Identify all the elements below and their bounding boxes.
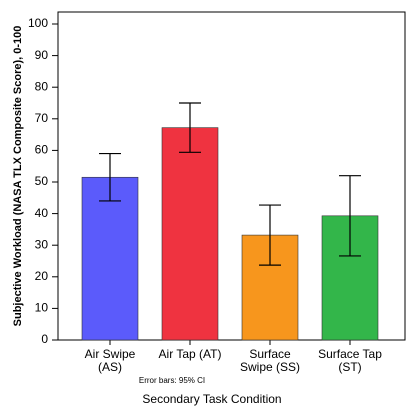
y-tick-label: 90: [35, 48, 49, 62]
x-tick-label: Surface Tap: [318, 347, 382, 361]
x-tick-label: Air Tap (AT): [159, 347, 222, 361]
bar: [81, 176, 139, 341]
error-bar: [179, 102, 201, 153]
x-tick-label: Air Swipe: [85, 347, 136, 361]
y-tick-label: 40: [35, 206, 49, 220]
y-tick-label: 70: [35, 111, 49, 125]
x-tick-label: (ST): [338, 360, 361, 374]
y-axis-label: Subjective Workload (NASA TLX Composite …: [12, 26, 24, 327]
error-bar: [339, 175, 361, 257]
bar: [161, 127, 219, 341]
x-tick-label: (AS): [98, 360, 122, 374]
y-tick-label: 0: [41, 332, 48, 346]
plot-frame: [57, 11, 406, 341]
y-tick-label: 100: [28, 16, 48, 30]
error-bar: [99, 152, 121, 202]
x-axis-label: Secondary Task Condition: [142, 392, 281, 406]
x-tick-label: Swipe (SS): [240, 360, 300, 374]
y-tick-label: 30: [35, 237, 49, 251]
y-tick-label: 60: [35, 143, 49, 157]
x-tick-label: Surface: [249, 347, 291, 361]
y-tick-label: 20: [35, 269, 49, 283]
y-tick-label: 10: [35, 301, 49, 315]
note: Error bars: 95% CI: [139, 376, 205, 385]
y-tick-label: 50: [35, 174, 49, 188]
error-bar: [259, 204, 281, 266]
y-tick-label: 80: [35, 79, 49, 93]
